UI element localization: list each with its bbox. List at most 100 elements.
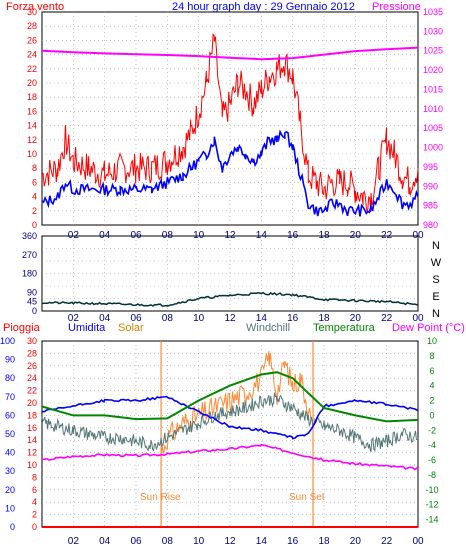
x-tick-label: 16 <box>287 230 299 241</box>
compass-label: N <box>432 240 440 252</box>
compass-label: N <box>432 308 440 320</box>
wind-tick-label: 26 <box>27 35 37 45</box>
x-tick-label: 10 <box>193 313 205 324</box>
temp-tick-label: 0 <box>429 410 434 420</box>
x-tick-label: 18 <box>318 230 330 241</box>
wind-tick-label: 28 <box>27 21 37 31</box>
x-tick-label: 14 <box>256 230 268 241</box>
pressure-tick-label: 1020 <box>423 65 443 75</box>
temp-tick-label: -12 <box>425 500 438 510</box>
compass-label: W <box>431 257 442 269</box>
humidity-tick-label: 40 <box>5 448 15 458</box>
x-tick-label: 22 <box>381 313 393 324</box>
x-tick-label: 18 <box>318 313 330 324</box>
wind-tick-label: 14 <box>27 121 37 131</box>
rain-tick-label: 0 <box>32 522 37 532</box>
wind-tick-label: 20 <box>27 78 37 88</box>
direction-tick-label: 45 <box>27 297 37 307</box>
x-tick-label: 04 <box>99 230 111 241</box>
pressure-tick-label: 1005 <box>423 123 443 133</box>
rain-tick-label: 10 <box>27 460 37 470</box>
direction-tick-label: 0 <box>32 306 37 316</box>
wind-tick-label: 10 <box>27 149 37 159</box>
temp-tick-label: 2 <box>429 396 434 406</box>
legend-humidity: Umidita <box>68 322 106 334</box>
rain-tick-label: 14 <box>27 435 37 445</box>
temp-tick-label: -10 <box>425 485 438 495</box>
rain-tick-label: 2 <box>32 510 37 520</box>
x-tick-label: 00 <box>412 313 424 324</box>
legend-dewpoint: Dew Point (°C) <box>392 322 465 334</box>
x-tick-label: 00 <box>412 230 424 241</box>
wind-tick-label: 12 <box>27 135 37 145</box>
temp-tick-label: -2 <box>428 425 436 435</box>
graph-title: 24 hour graph day : 29 Gennaio 2012 <box>172 1 355 13</box>
legend-temperature: Temperatura <box>313 322 376 334</box>
x-tick-label: 16 <box>287 313 299 324</box>
x-tick-label: 04 <box>99 536 111 547</box>
x-tick-label: 14 <box>256 313 268 324</box>
rain-tick-label: 30 <box>27 336 37 346</box>
x-tick-label: 16 <box>287 536 299 547</box>
temp-tick-label: 4 <box>429 381 434 391</box>
wind-tick-label: 30 <box>27 7 37 17</box>
rain-tick-label: 12 <box>27 448 37 458</box>
temp-tick-label: -4 <box>428 440 436 450</box>
humidity-tick-label: 80 <box>5 373 15 383</box>
pressure-tick-label: 980 <box>423 220 438 230</box>
x-tick-label: 12 <box>224 536 236 547</box>
pressure-tick-label: 1035 <box>423 7 443 17</box>
x-tick-label: 20 <box>350 230 362 241</box>
rain-tick-label: 18 <box>27 410 37 420</box>
x-tick-label: 04 <box>99 313 111 324</box>
direction-tick-label: 180 <box>22 269 37 279</box>
x-tick-label: 10 <box>193 536 205 547</box>
x-tick-label: 00 <box>412 536 424 547</box>
x-tick-label: 22 <box>381 230 393 241</box>
direction-tick-label: 360 <box>22 231 37 241</box>
temp-tick-label: -6 <box>428 455 436 465</box>
humidity-tick-label: 70 <box>5 392 15 402</box>
series-wind-gust-line <box>41 33 419 213</box>
rain-tick-label: 16 <box>27 423 37 433</box>
x-tick-label: 10 <box>193 230 205 241</box>
humidity-tick-label: 50 <box>5 429 15 439</box>
compass-label: E <box>432 291 439 303</box>
x-tick-label: 08 <box>162 313 174 324</box>
rain-tick-label: 22 <box>27 386 37 396</box>
x-tick-label: 20 <box>350 313 362 324</box>
temp-tick-label: 6 <box>429 366 434 376</box>
temp-tick-label: 10 <box>427 336 437 346</box>
x-tick-label: 02 <box>68 536 80 547</box>
x-tick-label: 06 <box>130 230 142 241</box>
x-tick-label: 14 <box>256 536 268 547</box>
series-pressure-line <box>41 46 419 61</box>
humidity-tick-label: 20 <box>5 485 15 495</box>
rain-tick-label: 8 <box>32 472 37 482</box>
series-wind-average-line <box>41 129 419 217</box>
pressure-tick-label: 995 <box>423 162 438 172</box>
rain-tick-label: 6 <box>32 485 37 495</box>
x-tick-label: 02 <box>68 230 80 241</box>
wind-axis-label: Forza vento <box>6 1 64 13</box>
wind-tick-label: 8 <box>32 163 37 173</box>
wind-tick-label: 22 <box>27 64 37 74</box>
pressure-tick-label: 990 <box>423 181 438 191</box>
x-tick-label: 22 <box>381 536 393 547</box>
rain-tick-label: 20 <box>27 398 37 408</box>
wind-tick-label: 16 <box>27 106 37 116</box>
temp-tick-label: -14 <box>425 515 438 525</box>
x-tick-label: 06 <box>130 536 142 547</box>
wind-pressure-plot: 0246810121416182022242628309809859909951… <box>27 7 443 241</box>
humidity-tick-label: 30 <box>5 466 15 476</box>
weather-plot: 0102030405060708090100024681012141618202… <box>0 336 439 547</box>
pressure-tick-label: 1015 <box>423 84 443 94</box>
x-tick-label: 12 <box>224 313 236 324</box>
series-solar-line <box>160 351 314 454</box>
compass-label: S <box>432 274 439 286</box>
wind-tick-label: 4 <box>32 192 37 202</box>
pressure-tick-label: 1030 <box>423 26 443 36</box>
sun-rise-label: Sun Rise <box>140 492 181 503</box>
rain-tick-label: 28 <box>27 348 37 358</box>
